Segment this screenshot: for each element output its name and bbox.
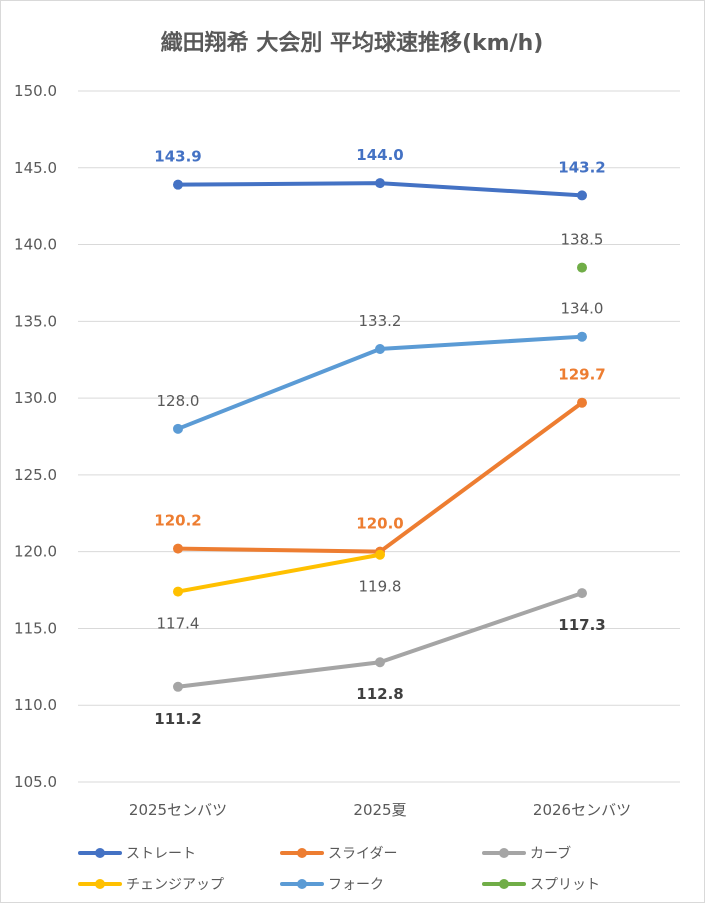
y-tick-label: 110.0 (14, 696, 57, 714)
data-label: 120.2 (154, 512, 201, 530)
data-point (577, 331, 587, 342)
y-tick-label: 140.0 (14, 236, 57, 254)
legend-item: チェンジアップ (78, 877, 224, 893)
gridlines (78, 90, 680, 783)
legend-marker (297, 848, 307, 858)
y-tick-label: 130.0 (14, 389, 57, 407)
legend-item: フォーク (280, 877, 384, 893)
series-フォーク (173, 331, 587, 434)
data-point (173, 179, 183, 190)
data-point (375, 657, 385, 668)
legend-item: スプリット (482, 877, 600, 893)
y-tick-label: 120.0 (14, 543, 57, 561)
data-point (577, 262, 587, 273)
legend-item: スライダー (280, 846, 397, 862)
y-axis-ticks: 105.0 110.0 115.0 120.0 125.0 130.0 135.0 140.0… (14, 82, 57, 791)
data-point (577, 397, 587, 408)
legend-marker (95, 879, 105, 889)
data-labels: 143.9 144.0 143.2 120.2 120.0 129.7 111.2 112.8… (154, 146, 605, 728)
series-ストレート (173, 178, 587, 201)
data-point (173, 586, 183, 597)
data-point (577, 588, 587, 599)
legend-label: フォーク (328, 877, 384, 893)
x-tick-label: 2026センバツ (533, 801, 631, 819)
data-label: 143.2 (558, 158, 605, 176)
data-label: 112.8 (356, 685, 403, 703)
y-tick-label: 145.0 (14, 159, 57, 177)
legend-marker (297, 879, 307, 889)
data-label: 129.7 (558, 366, 605, 384)
data-label: 120.0 (356, 515, 403, 533)
data-point (375, 178, 385, 189)
data-label: 138.5 (561, 231, 604, 249)
legend-item: カーブ (482, 845, 571, 862)
legend-item: ストレート (78, 846, 196, 862)
data-point (173, 423, 183, 434)
x-tick-label: 2025夏 (353, 801, 406, 819)
legend-label: チェンジアップ (126, 877, 224, 893)
y-tick-label: 150.0 (14, 82, 57, 100)
legend-marker (499, 848, 509, 858)
legend-label: スプリット (530, 877, 600, 893)
data-label: 133.2 (359, 312, 402, 330)
series-チェンジアップ (173, 549, 385, 597)
y-tick-label: 115.0 (14, 619, 57, 637)
series-line (176, 591, 584, 689)
data-label: 144.0 (356, 146, 403, 164)
series-line (176, 552, 382, 594)
series-スプリット (577, 262, 587, 273)
legend-marker (499, 879, 509, 889)
series-カーブ (173, 588, 587, 692)
data-point (375, 343, 385, 354)
data-point (375, 549, 385, 560)
chart-title: 織田翔希 大会別 平均球速推移(km/h) (161, 30, 544, 56)
series-スライダー (173, 397, 587, 557)
data-label: 134.0 (561, 300, 604, 318)
y-tick-label: 125.0 (14, 466, 57, 484)
legend-label: スライダー (328, 846, 397, 862)
data-label: 143.9 (154, 148, 201, 166)
y-tick-label: 135.0 (14, 312, 57, 330)
data-label: 111.2 (154, 710, 201, 728)
data-label: 117.4 (157, 615, 200, 633)
legend-label: ストレート (126, 846, 196, 862)
series-lines (173, 178, 587, 692)
data-point (577, 190, 587, 201)
data-point (173, 543, 183, 554)
y-tick-label: 105.0 (14, 773, 57, 791)
data-point (173, 681, 183, 692)
data-label: 117.3 (558, 616, 605, 634)
x-axis-ticks: 2025センバツ 2025夏 2026センバツ (129, 801, 631, 819)
legend-label: カーブ (530, 845, 571, 862)
legend-marker (95, 848, 105, 858)
data-label: 119.8 (359, 578, 402, 596)
data-label: 128.0 (157, 392, 200, 410)
x-tick-label: 2025センバツ (129, 801, 227, 819)
